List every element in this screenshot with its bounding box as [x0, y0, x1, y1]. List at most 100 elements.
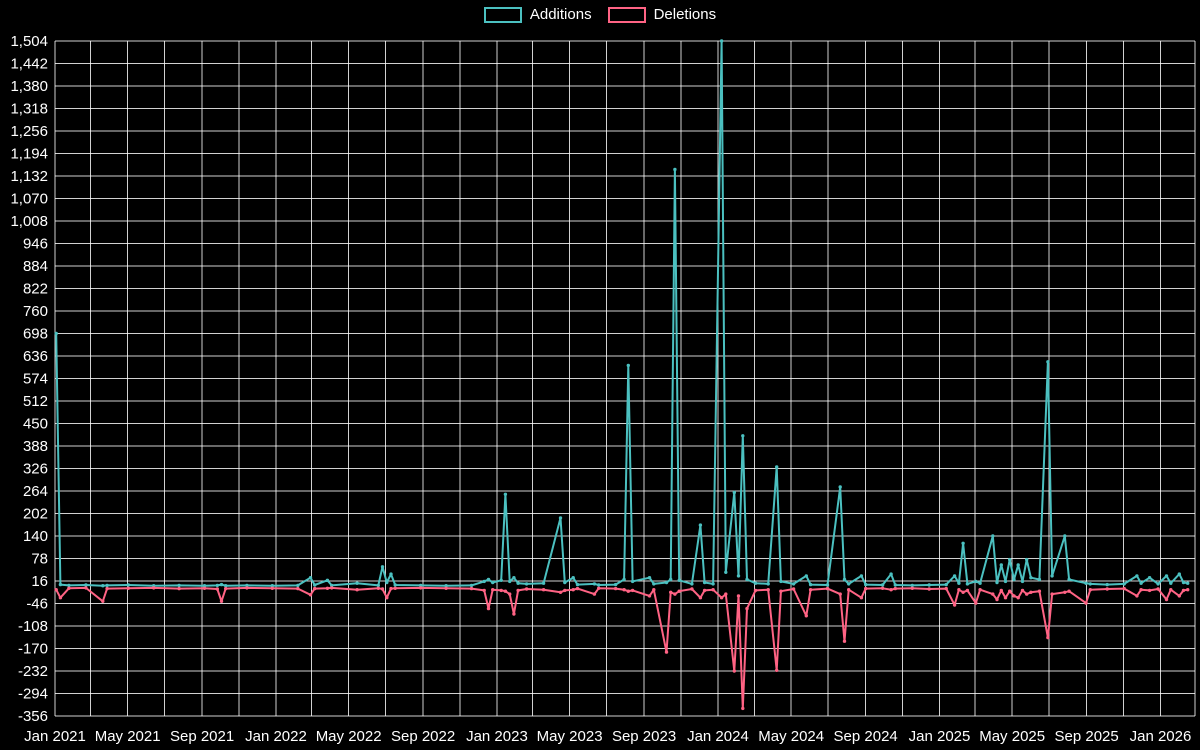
additions-data-point[interactable]	[1088, 582, 1093, 586]
additions-data-point[interactable]	[991, 534, 995, 538]
additions-data-point[interactable]	[766, 582, 770, 586]
deletions-data-point[interactable]	[508, 592, 512, 596]
additions-data-point[interactable]	[630, 579, 635, 584]
deletions-data-point[interactable]	[1063, 590, 1067, 594]
additions-data-point[interactable]	[558, 516, 563, 520]
deletions-data-point[interactable]	[1046, 635, 1050, 640]
deletions-data-point[interactable]	[325, 586, 330, 590]
deletions-data-point[interactable]	[380, 587, 385, 591]
additions-data-point[interactable]	[859, 574, 864, 578]
deletions-data-point[interactable]	[355, 588, 359, 592]
additions-data-point[interactable]	[652, 582, 656, 586]
deletions-data-point[interactable]	[995, 597, 999, 602]
additions-data-point[interactable]	[1008, 557, 1012, 562]
deletions-data-point[interactable]	[592, 592, 597, 596]
deletions-data-point[interactable]	[1029, 590, 1033, 594]
deletions-data-point[interactable]	[957, 588, 961, 592]
deletions-data-point[interactable]	[541, 588, 546, 592]
deletions-data-point[interactable]	[419, 586, 423, 590]
additions-data-point[interactable]	[1177, 572, 1182, 576]
additions-data-point[interactable]	[524, 582, 529, 586]
additions-data-point[interactable]	[673, 167, 677, 172]
deletions-data-point[interactable]	[775, 668, 779, 672]
additions-data-point[interactable]	[444, 584, 448, 588]
additions-data-point[interactable]	[325, 578, 330, 582]
additions-data-point[interactable]	[1003, 579, 1008, 584]
deletions-data-point[interactable]	[838, 592, 842, 596]
deletions-series-line[interactable]	[55, 586, 1189, 710]
additions-data-point[interactable]	[313, 583, 317, 587]
additions-data-point[interactable]	[864, 582, 868, 587]
additions-data-point[interactable]	[842, 577, 847, 582]
additions-data-point[interactable]	[995, 580, 999, 585]
additions-data-point[interactable]	[1105, 582, 1109, 587]
additions-data-point[interactable]	[563, 580, 567, 585]
additions-data-point[interactable]	[944, 582, 948, 587]
deletions-data-point[interactable]	[1003, 596, 1008, 600]
deletions-data-point[interactable]	[864, 586, 868, 591]
additions-data-point[interactable]	[978, 581, 982, 585]
deletions-data-point[interactable]	[1020, 588, 1025, 593]
deletions-data-point[interactable]	[613, 586, 618, 591]
deletions-data-point[interactable]	[499, 588, 503, 593]
deletions-data-point[interactable]	[67, 586, 71, 590]
deletions-data-point[interactable]	[647, 594, 652, 598]
deletions-data-point[interactable]	[1177, 594, 1182, 598]
deletions-data-point[interactable]	[516, 588, 520, 593]
deletions-data-point[interactable]	[677, 589, 681, 593]
additions-data-point[interactable]	[503, 492, 508, 496]
deletions-data-point[interactable]	[944, 586, 948, 591]
additions-data-point[interactable]	[974, 579, 978, 584]
deletions-data-point[interactable]	[927, 587, 931, 591]
deletions-data-point[interactable]	[1105, 587, 1109, 591]
additions-data-point[interactable]	[664, 580, 669, 585]
additions-data-point[interactable]	[571, 576, 575, 580]
additions-data-point[interactable]	[690, 582, 694, 586]
additions-data-point[interactable]	[330, 583, 334, 588]
deletions-data-point[interactable]	[58, 596, 63, 600]
deletions-data-point[interactable]	[893, 586, 897, 591]
additions-data-point[interactable]	[702, 580, 707, 585]
deletions-data-point[interactable]	[1012, 594, 1016, 598]
additions-data-point[interactable]	[58, 582, 63, 587]
deletions-data-point[interactable]	[622, 588, 626, 592]
additions-data-point[interactable]	[753, 581, 758, 585]
legend-item-deletions[interactable]: Deletions	[607, 6, 716, 23]
additions-data-point[interactable]	[1156, 582, 1160, 586]
deletions-data-point[interactable]	[961, 590, 965, 594]
deletions-data-point[interactable]	[753, 588, 758, 593]
additions-data-point[interactable]	[732, 490, 736, 495]
deletions-data-point[interactable]	[469, 586, 474, 591]
additions-data-point[interactable]	[516, 581, 520, 585]
deletions-data-point[interactable]	[313, 586, 317, 591]
deletions-data-point[interactable]	[711, 588, 715, 592]
additions-data-point[interactable]	[105, 583, 109, 588]
deletions-data-point[interactable]	[1122, 586, 1126, 591]
additions-data-point[interactable]	[622, 577, 626, 582]
additions-data-point[interactable]	[1029, 576, 1033, 580]
deletions-data-point[interactable]	[652, 588, 656, 592]
additions-data-point[interactable]	[389, 572, 393, 576]
additions-data-point[interactable]	[952, 574, 957, 578]
additions-data-point[interactable]	[126, 583, 130, 587]
additions-data-point[interactable]	[202, 584, 207, 588]
deletions-data-point[interactable]	[698, 596, 703, 600]
deletions-data-point[interactable]	[741, 706, 745, 711]
additions-data-point[interactable]	[575, 582, 580, 587]
deletions-data-point[interactable]	[690, 587, 694, 591]
additions-data-point[interactable]	[711, 582, 715, 586]
additions-data-point[interactable]	[393, 583, 397, 587]
additions-data-point[interactable]	[1020, 579, 1025, 584]
deletions-data-point[interactable]	[791, 587, 796, 591]
additions-data-point[interactable]	[385, 580, 389, 585]
deletions-data-point[interactable]	[84, 586, 88, 590]
deletions-data-point[interactable]	[847, 588, 851, 592]
deletions-data-point[interactable]	[1139, 588, 1143, 592]
additions-data-point[interactable]	[270, 584, 274, 588]
deletions-data-point[interactable]	[842, 639, 847, 643]
additions-data-point[interactable]	[308, 576, 313, 580]
additions-data-point[interactable]	[1046, 360, 1050, 364]
deletions-data-point[interactable]	[1016, 596, 1020, 600]
deletions-data-point[interactable]	[270, 586, 274, 590]
additions-data-point[interactable]	[965, 582, 970, 586]
